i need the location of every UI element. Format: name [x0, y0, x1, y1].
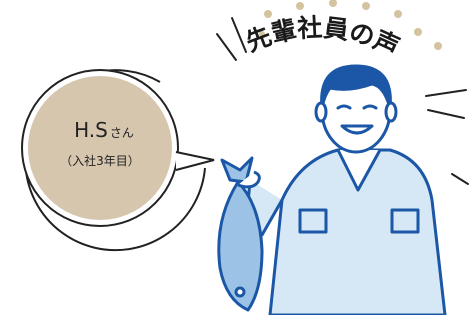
profile-honorific: さん — [110, 126, 134, 140]
page: 先輩社員の声 H.Sさん （入社3年目） (() => { const data… — [0, 0, 470, 315]
profile-name: H.S — [74, 118, 108, 142]
man — [246, 66, 445, 315]
title-text: 先輩社員の声 — [242, 13, 404, 62]
illustration: 先輩社員の声 H.Sさん （入社3年目） — [0, 0, 470, 315]
title: 先輩社員の声 — [242, 13, 404, 62]
bubble-pointer — [176, 152, 214, 170]
bubble-fill — [28, 76, 172, 220]
fish — [219, 158, 262, 310]
profile-tenure: （入社3年目） — [60, 153, 140, 168]
